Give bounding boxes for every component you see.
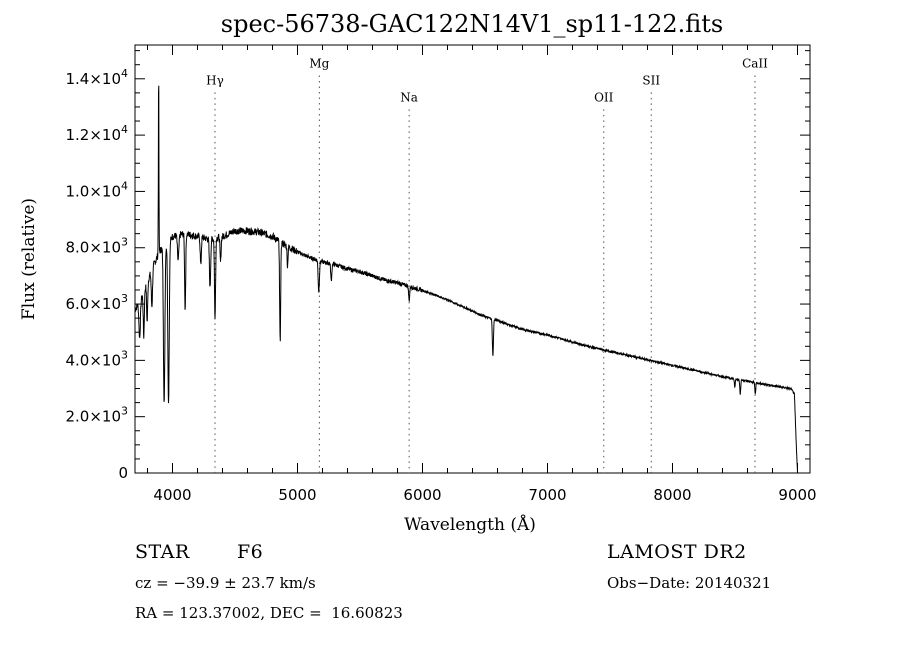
x-tick-label: 5000 [278,486,316,504]
observation-date: Obs−Date: 20140321 [607,574,772,592]
x-tick-label: 8000 [653,486,691,504]
y-tick-label: 4.0×103 [65,348,128,369]
spectral-line-label: OII [594,90,614,104]
x-axis-label: Wavelength (Å) [404,514,536,535]
spectral-line-label: Na [400,90,418,104]
y-tick-exponent: 4 [121,179,128,192]
y-tick-label: 8.0×103 [65,236,128,257]
redshift-value: cz = −39.9 ± 23.7 km/s [135,574,316,592]
x-tick-label: 4000 [153,486,191,504]
x-tick-label: 6000 [403,486,441,504]
object-subclass: F6 [237,541,264,563]
y-tick-label: 1.0×104 [65,179,128,200]
spectral-line-label: CaII [742,57,768,71]
y-tick-exponent: 4 [121,123,128,136]
plot-frame [134,44,811,474]
y-tick-exponent: 3 [121,236,128,249]
y-tick-label: 1.2×104 [65,123,128,144]
y-tick-exponent: 3 [121,405,128,418]
y-tick-label: 0 [118,464,128,482]
plot-area: 4000 5000 6000 7000 8000 9000 0 2.0×103 4.0×103 6… [65,44,817,504]
y-tick-label: 2.0×103 [65,405,128,426]
spectrum-line [134,85,798,474]
survey-name: LAMOST DR2 [607,541,747,563]
y-tick-exponent: 3 [121,348,128,361]
spectral-line-label: SII [642,73,660,87]
y-tick-exponent: 3 [121,292,128,305]
y-tick-label: 1.4×104 [65,67,128,88]
spectral-line-label: Mg [309,57,329,71]
object-class: STAR [135,541,190,563]
y-tick-label: 6.0×103 [65,292,128,313]
y-axis-label: Flux (relative) [19,198,39,320]
chart-title: spec-56738-GAC122N14V1_sp11-122.fits [221,10,723,38]
x-tick-label: 9000 [778,486,816,504]
x-tick-label: 7000 [528,486,566,504]
spectral-line-label: Hγ [206,73,224,87]
coordinates: RA = 123.37002, DEC = 16.60823 [135,604,403,622]
y-tick-exponent: 4 [121,67,128,80]
